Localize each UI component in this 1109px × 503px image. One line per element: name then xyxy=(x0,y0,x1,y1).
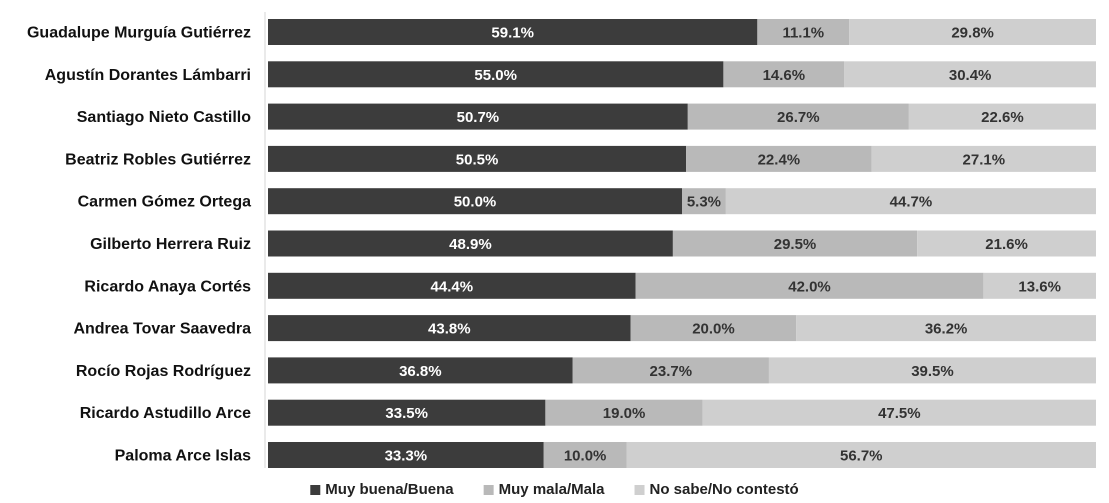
category-label: Gilberto Herrera Ruiz xyxy=(90,236,251,253)
data-label: 27.1% xyxy=(963,151,1006,168)
bar-segment xyxy=(268,103,688,130)
bar-segment xyxy=(635,272,984,299)
bar-segments: 59.1% 11.1% 29.8% 55.0% 14.6% 30.4% 50.7% 26.7%… xyxy=(268,19,1096,468)
bar-segment xyxy=(630,315,797,342)
bar-segment xyxy=(682,188,726,215)
legend-swatch xyxy=(634,485,645,495)
data-label: 48.9% xyxy=(449,236,492,253)
data-label: 36.2% xyxy=(925,321,968,338)
category-label: Ricardo Astudillo Arce xyxy=(80,405,251,422)
data-label: 29.8% xyxy=(951,25,994,42)
bar-segment xyxy=(844,61,1096,88)
data-label: 19.0% xyxy=(603,405,646,422)
data-label: 33.3% xyxy=(385,448,428,465)
data-label: 44.7% xyxy=(890,194,933,211)
bar-segment xyxy=(268,19,758,45)
data-label: 43.8% xyxy=(428,321,471,338)
data-label: 50.5% xyxy=(456,151,499,168)
data-label: 22.6% xyxy=(981,109,1024,126)
category-label: Agustín Dorantes Lámbarri xyxy=(45,67,251,84)
category-label: Santiago Nieto Castillo xyxy=(77,109,251,126)
data-label: 30.4% xyxy=(949,67,992,84)
bar-segment xyxy=(545,399,703,426)
data-label: 55.0% xyxy=(474,67,517,84)
bar-segment xyxy=(908,103,1096,130)
bar-segment xyxy=(572,357,769,384)
data-label: 21.6% xyxy=(985,236,1028,253)
data-label: 50.0% xyxy=(454,194,497,211)
data-label: 11.1% xyxy=(782,25,824,42)
bar-segment xyxy=(871,145,1096,172)
bar-segment xyxy=(268,61,724,88)
category-label: Guadalupe Murguía Gutiérrez xyxy=(27,25,251,42)
data-label: 20.0% xyxy=(692,321,735,338)
bar-segment xyxy=(757,19,850,45)
bar-segment xyxy=(268,315,631,342)
data-label: 59.1% xyxy=(491,25,534,42)
data-label: 50.7% xyxy=(457,109,500,126)
category-labels: Guadalupe Murguía Gutiérrez Agustín Doran… xyxy=(27,25,251,465)
data-label: 39.5% xyxy=(911,363,954,380)
bar-segment xyxy=(626,442,1096,468)
data-label: 14.6% xyxy=(763,67,806,84)
bar-segment xyxy=(917,230,1096,257)
data-label: 10.0% xyxy=(564,448,607,465)
bar-segment xyxy=(686,145,872,172)
data-label: 29.5% xyxy=(774,236,817,253)
data-label: 44.4% xyxy=(431,278,474,295)
legend-label: Muy buena/Buena xyxy=(325,481,454,498)
category-label: Rocío Rojas Rodríguez xyxy=(76,363,251,380)
bar-segment xyxy=(268,145,687,172)
bar-segment xyxy=(849,19,1096,45)
bar-segment xyxy=(702,399,1096,426)
bar-segment xyxy=(723,61,845,88)
legend-item: Muy mala/Mala xyxy=(483,481,606,498)
data-label: 42.0% xyxy=(788,278,831,295)
data-label: 56.7% xyxy=(840,448,883,465)
category-label: Ricardo Anaya Cortés xyxy=(84,278,251,295)
bar-segment xyxy=(796,315,1096,342)
bar-segment xyxy=(268,188,682,215)
bar-segment xyxy=(268,442,544,468)
data-label: 47.5% xyxy=(878,405,921,422)
bar-segment xyxy=(768,357,1096,384)
category-label: Beatriz Robles Gutiérrez xyxy=(65,151,251,168)
category-label: Andrea Tovar Saavedra xyxy=(73,321,251,338)
bar-segment xyxy=(268,272,636,299)
data-label: 33.5% xyxy=(385,405,428,422)
legend-label: No sabe/No contestó xyxy=(650,481,799,498)
category-label: Carmen Gómez Ortega xyxy=(78,194,251,211)
data-label: 26.7% xyxy=(777,109,820,126)
bar-segment xyxy=(268,357,573,384)
legend-item: No sabe/No contestó xyxy=(634,481,799,498)
data-label: 22.4% xyxy=(758,151,801,168)
legend-swatch xyxy=(483,485,494,495)
data-label: 23.7% xyxy=(650,363,693,380)
legend-label: Muy mala/Mala xyxy=(499,481,606,498)
bar-segment xyxy=(543,442,627,468)
data-label: 36.8% xyxy=(399,363,442,380)
bar-segment xyxy=(983,272,1096,299)
legend: Muy buena/Buena Muy mala/Mala No sabe/No c… xyxy=(310,481,799,498)
bar-segment xyxy=(672,230,918,257)
category-label: Paloma Arce Islas xyxy=(115,448,251,465)
bar-segment xyxy=(687,103,909,130)
data-label: 5.3% xyxy=(687,194,721,211)
legend-item: Muy buena/Buena xyxy=(310,481,454,498)
bar-segment xyxy=(725,188,1096,215)
legend-swatch xyxy=(310,485,321,495)
bar-segment xyxy=(268,399,546,426)
data-label: 13.6% xyxy=(1018,278,1061,295)
bar-segment xyxy=(268,230,673,257)
